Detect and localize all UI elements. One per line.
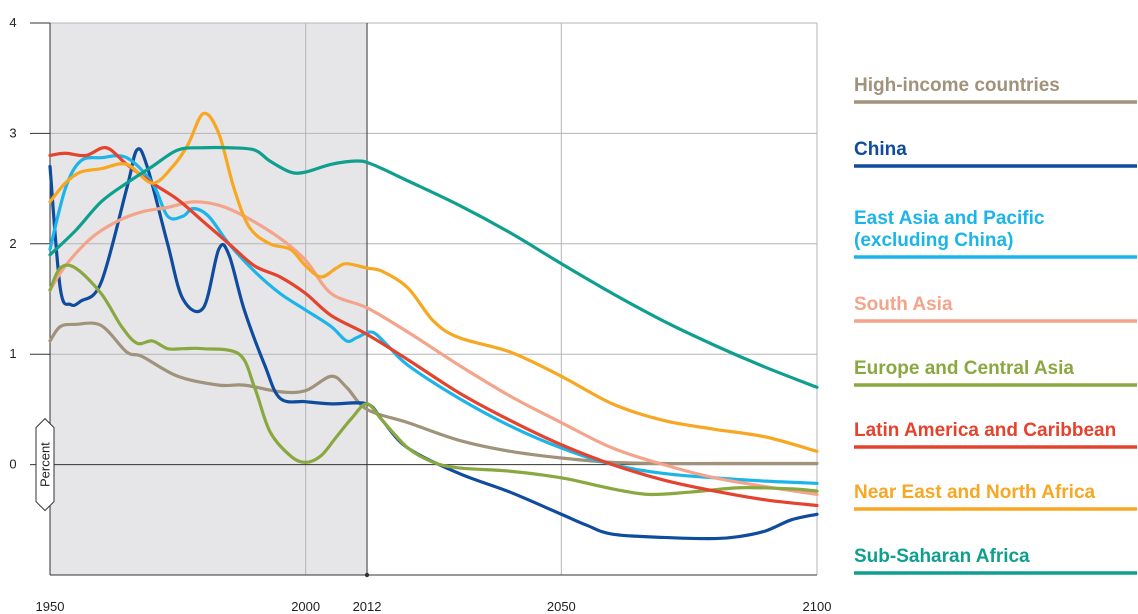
y-tick-label: 4	[9, 15, 16, 30]
series-line-1	[48, 147, 819, 541]
legend-item-4: Europe and Central Asia	[854, 358, 1137, 387]
legend-item-5: Latin America and Caribbean	[854, 420, 1137, 449]
series-line-2	[48, 154, 819, 485]
y-tick-label: 0	[9, 457, 16, 472]
series-line-4	[48, 263, 819, 497]
series-line-5	[48, 146, 819, 508]
percent-label: Percent	[38, 442, 53, 487]
series-line-6	[48, 111, 819, 453]
reference-year-dot	[364, 572, 370, 578]
x-tick-label: 2100	[803, 599, 832, 614]
legend-item-0: High-income countries	[854, 75, 1137, 104]
x-tick-label: 2012	[353, 599, 382, 614]
tick-labels: 1950 2000 2012 2050 2100 0 1 2 3 4	[9, 15, 831, 614]
legend-label: Latin America and Caribbean	[854, 420, 1116, 441]
percent-axis-marker: Percent	[35, 417, 55, 512]
legend-label: Near East and North Africa	[854, 482, 1096, 503]
legend-item-2: East Asia and Pacific (excluding China)	[854, 208, 1137, 259]
x-tick-label: 1950	[36, 599, 65, 614]
legend: High-income countries China East Asia and …	[854, 75, 1137, 575]
legend-label: High-income countries	[854, 75, 1060, 96]
historical-shade	[50, 23, 368, 575]
legend-item-7: Sub-Saharan Africa	[854, 546, 1137, 575]
legend-label: Europe and Central Asia	[854, 358, 1074, 379]
legend-item-1: China	[854, 139, 1137, 168]
grid	[50, 22, 818, 575]
legend-label: China	[854, 139, 907, 160]
x-tick-label: 2050	[547, 599, 576, 614]
y-tick-label: 2	[9, 236, 16, 251]
series-layer	[48, 111, 819, 541]
x-tick-label: 2000	[291, 599, 320, 614]
legend-label: East Asia and Pacific (excluding China)	[854, 208, 1045, 251]
legend-label: South Asia	[854, 294, 953, 315]
y-tick-label: 1	[9, 346, 16, 361]
percent-marker-shape	[35, 417, 55, 512]
legend-label: Sub-Saharan Africa	[854, 546, 1030, 567]
legend-item-3: South Asia	[854, 294, 1137, 323]
y-tick-label: 3	[9, 125, 16, 140]
legend-item-6: Near East and North Africa	[854, 482, 1137, 511]
series-line-7	[48, 145, 819, 389]
